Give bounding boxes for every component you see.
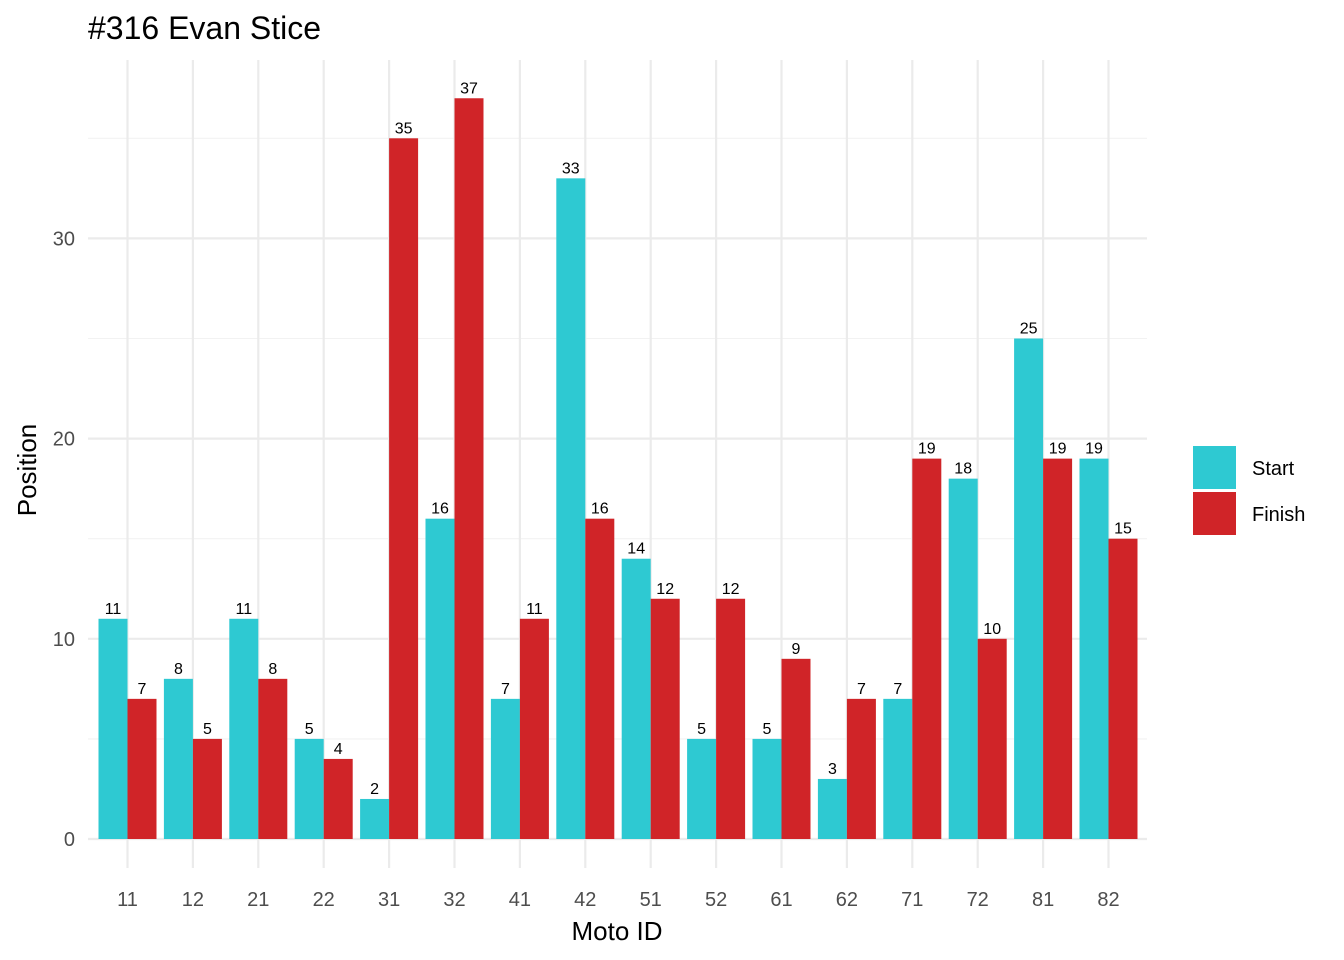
bar-start-52 xyxy=(687,738,717,839)
bars xyxy=(98,98,1138,840)
data-label-start-82: 19 xyxy=(1085,441,1103,458)
data-label-start-51: 14 xyxy=(627,541,645,558)
data-label-finish-11: 7 xyxy=(138,681,147,698)
bar-finish-12 xyxy=(192,738,222,839)
y-axis-title: Position xyxy=(12,424,42,517)
data-label-start-11: 11 xyxy=(105,601,122,618)
data-label-start-62: 3 xyxy=(828,761,837,778)
x-axis-title: Moto ID xyxy=(571,916,662,946)
x-tick-label: 81 xyxy=(1032,889,1054,911)
data-label-start-12: 8 xyxy=(174,661,183,678)
legend-label-start: Start xyxy=(1252,458,1295,480)
bar-finish-41 xyxy=(519,618,549,839)
y-axis-ticks: 0 10 20 30 xyxy=(53,228,75,851)
data-label-start-22: 5 xyxy=(305,721,314,738)
data-label-finish-21: 8 xyxy=(268,661,277,678)
x-tick-label: 41 xyxy=(509,889,531,911)
x-axis-ticks: 11 12 21 22 31 32 41 42 51 52 61 62 71 72 81 82 xyxy=(117,889,1120,911)
x-tick-label: 21 xyxy=(247,889,269,911)
bar-finish-22 xyxy=(323,758,353,839)
y-tick-label: 0 xyxy=(64,829,75,851)
bar-finish-61 xyxy=(781,658,811,839)
x-tick-label: 31 xyxy=(378,889,400,911)
bar-finish-81 xyxy=(1043,458,1073,839)
data-label-start-41: 7 xyxy=(501,681,510,698)
x-tick-label: 52 xyxy=(705,889,727,911)
data-label-start-52: 5 xyxy=(697,721,706,738)
data-label-start-61: 5 xyxy=(763,721,772,738)
bar-start-81 xyxy=(1014,338,1044,839)
legend-swatch-start xyxy=(1193,446,1236,489)
x-tick-label: 11 xyxy=(117,889,138,911)
data-label-finish-12: 5 xyxy=(203,721,212,738)
bar-start-61 xyxy=(752,738,782,839)
bar-finish-42 xyxy=(585,518,615,839)
data-label-start-72: 18 xyxy=(954,461,972,478)
x-tick-label: 12 xyxy=(182,889,204,911)
bar-start-22 xyxy=(294,738,324,839)
y-tick-label: 10 xyxy=(53,629,75,651)
data-label-start-42: 33 xyxy=(562,160,580,177)
data-label-finish-51: 12 xyxy=(656,581,674,598)
bar-start-72 xyxy=(948,478,978,839)
data-label-finish-71: 19 xyxy=(918,441,936,458)
data-label-start-32: 16 xyxy=(431,501,449,518)
data-label-finish-72: 10 xyxy=(983,621,1001,638)
x-tick-label: 62 xyxy=(836,889,858,911)
bar-finish-31 xyxy=(389,138,419,840)
bar-finish-52 xyxy=(716,598,746,839)
x-tick-label: 71 xyxy=(901,889,923,911)
data-label-finish-22: 4 xyxy=(334,741,343,758)
data-label-finish-52: 12 xyxy=(722,581,740,598)
bar-finish-11 xyxy=(127,698,157,839)
data-label-finish-31: 35 xyxy=(395,120,413,137)
bar-finish-72 xyxy=(977,638,1007,839)
data-label-finish-81: 19 xyxy=(1049,441,1067,458)
bar-finish-32 xyxy=(454,98,484,839)
data-label-finish-82: 15 xyxy=(1114,521,1132,538)
bar-start-32 xyxy=(425,518,455,839)
bar-start-21 xyxy=(229,618,259,839)
data-label-finish-61: 9 xyxy=(792,641,801,658)
x-tick-label: 32 xyxy=(443,889,465,911)
data-label-finish-41: 11 xyxy=(526,601,543,618)
bar-start-82 xyxy=(1079,458,1109,839)
x-tick-label: 22 xyxy=(313,889,335,911)
legend-swatch-finish xyxy=(1193,492,1236,535)
bar-finish-62 xyxy=(846,698,876,839)
bar-finish-71 xyxy=(912,458,942,839)
bar-finish-51 xyxy=(650,598,680,839)
data-label-start-71: 7 xyxy=(893,681,902,698)
bar-start-41 xyxy=(490,698,520,839)
data-label-start-21: 11 xyxy=(235,601,252,618)
x-tick-label: 51 xyxy=(640,889,662,911)
bar-finish-82 xyxy=(1108,538,1138,839)
legend: Start Finish xyxy=(1193,446,1305,535)
x-tick-label: 82 xyxy=(1097,889,1119,911)
bar-start-51 xyxy=(621,558,651,839)
x-tick-label: 72 xyxy=(967,889,989,911)
bar-start-11 xyxy=(98,618,128,839)
bar-finish-21 xyxy=(258,678,288,839)
bar-start-42 xyxy=(556,178,586,840)
data-label-start-81: 25 xyxy=(1020,321,1038,338)
x-tick-label: 61 xyxy=(770,889,792,911)
legend-label-finish: Finish xyxy=(1252,504,1305,526)
x-tick-label: 42 xyxy=(574,889,596,911)
chart-title: #316 Evan Stice xyxy=(88,10,321,46)
bar-start-12 xyxy=(163,678,193,839)
data-label-finish-62: 7 xyxy=(857,681,866,698)
bar-start-31 xyxy=(360,798,390,839)
y-tick-label: 20 xyxy=(53,429,75,451)
bar-start-62 xyxy=(817,778,847,839)
data-label-start-31: 2 xyxy=(370,781,379,798)
bar-start-71 xyxy=(883,698,913,839)
y-tick-label: 30 xyxy=(53,228,75,250)
data-label-finish-32: 37 xyxy=(460,80,478,97)
data-label-finish-42: 16 xyxy=(591,501,609,518)
